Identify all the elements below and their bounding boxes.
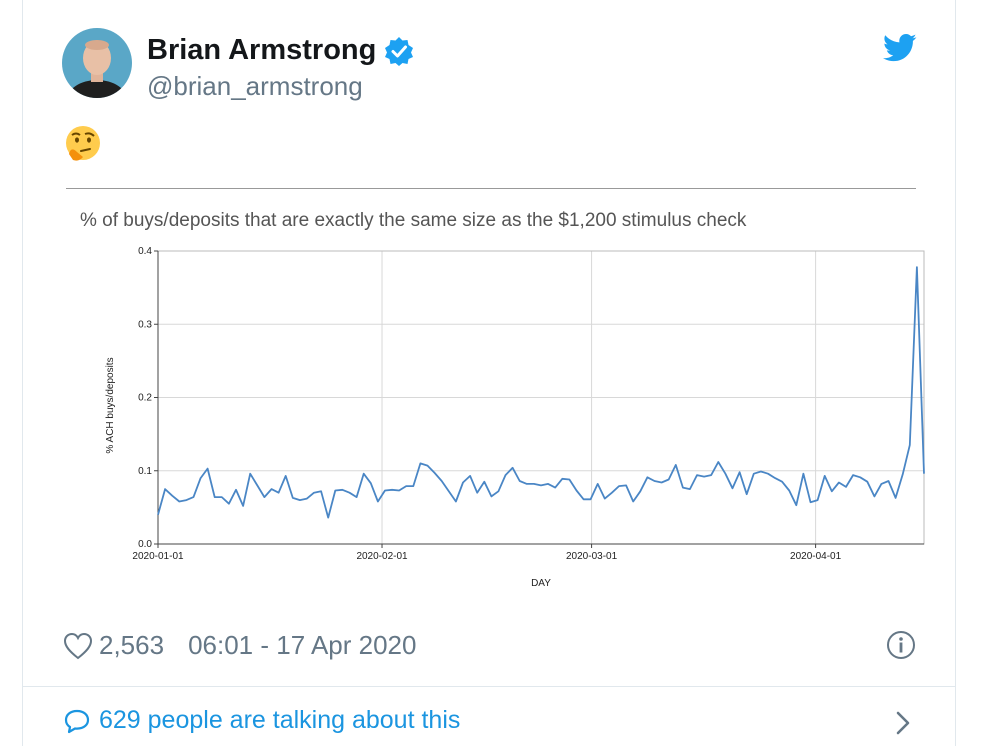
y-tick-label: 0.0	[138, 539, 152, 550]
conversation-link[interactable]: 629 people are talking about this	[63, 706, 460, 735]
like-count[interactable]: 2,563	[99, 630, 165, 660]
footer-divider	[23, 686, 955, 687]
chart-axes	[154, 250, 925, 548]
chart-ticks: 0.0 0.1 0.2 0.3 0.4 2020-01-01 2020-02-01 2020-…	[132, 246, 841, 562]
chart-title: % of buys/deposits that are exactly the …	[80, 210, 747, 231]
timestamp[interactable]: 06:01 - 17 Apr 2020	[188, 630, 417, 660]
line-chart: 0.0 0.1 0.2 0.3 0.4 2020-01-01 2020-02-01 2020-…	[105, 246, 925, 589]
tweet-card: Brian Armstrong @brian_armstrong % of bu…	[22, 0, 956, 746]
info-icon[interactable]	[886, 630, 916, 660]
y-tick-label: 0.1	[138, 466, 152, 477]
author-name[interactable]: Brian Armstrong	[147, 34, 377, 66]
avatar-image	[62, 28, 132, 98]
thinking-face-emoji-icon	[66, 126, 100, 161]
y-tick-label: 0.3	[138, 319, 152, 330]
x-tick-label: 2020-03-01	[566, 551, 618, 562]
chart-series	[157, 266, 925, 519]
heart-icon[interactable]	[63, 632, 93, 660]
tweet-footer: 2,563 06:01 - 17 Apr 2020	[63, 630, 416, 661]
verified-badge-icon	[385, 36, 414, 66]
talking-count-text: 629 people are talking about this	[99, 706, 461, 734]
chevron-right-icon[interactable]	[893, 710, 913, 736]
speech-bubble-icon	[64, 709, 90, 733]
author-name-row[interactable]: Brian Armstrong	[147, 34, 414, 67]
author-handle[interactable]: @brian_armstrong	[147, 71, 363, 101]
x-tick-label: 2020-01-01	[132, 551, 184, 562]
x-tick-label: 2020-02-01	[356, 551, 408, 562]
avatar[interactable]	[62, 28, 132, 98]
x-tick-label: 2020-04-01	[790, 551, 842, 562]
y-axis-label: % ACH buys/deposits	[105, 357, 116, 453]
series-line	[157, 266, 925, 519]
y-tick-label: 0.2	[138, 393, 152, 404]
twitter-bird-icon[interactable]	[883, 33, 917, 63]
x-axis-label: DAY	[531, 578, 551, 589]
chart-top-rule	[66, 188, 916, 189]
y-tick-label: 0.4	[138, 246, 152, 257]
